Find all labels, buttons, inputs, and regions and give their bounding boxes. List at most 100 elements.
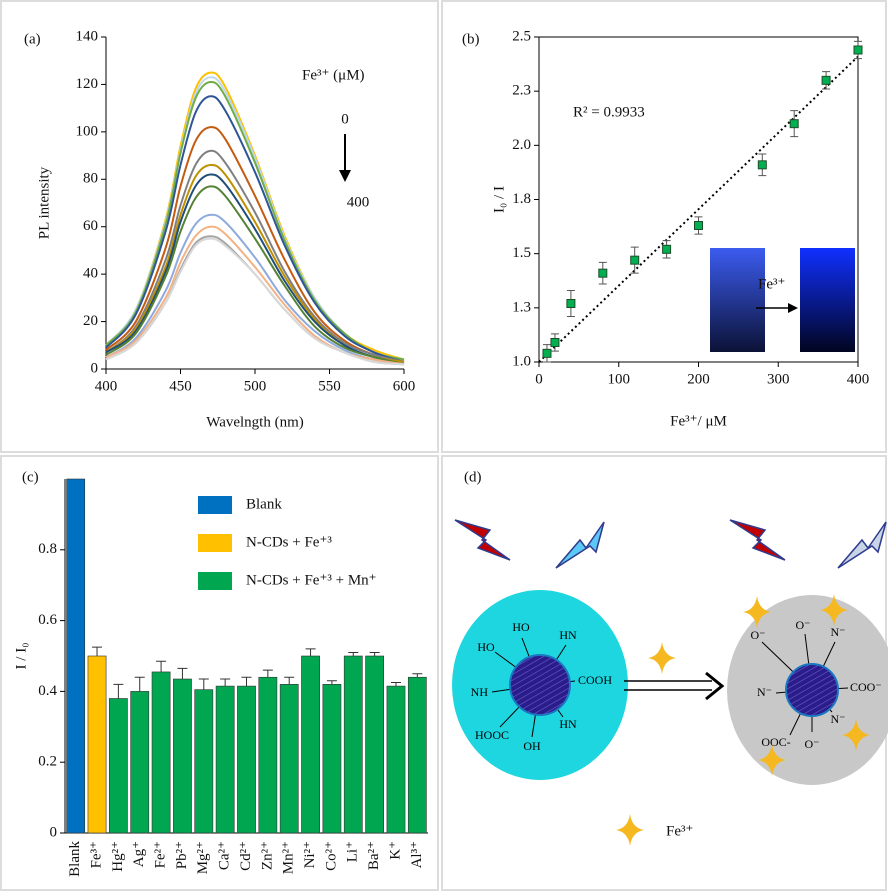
spectrum-line <box>105 213 405 366</box>
data-point <box>821 75 831 85</box>
y-tick-label: 0.8 <box>38 541 57 557</box>
bar <box>173 678 192 834</box>
group-label: O⁻ <box>751 628 766 642</box>
group-label: HOOC <box>475 728 509 742</box>
spectrum-line <box>105 173 405 366</box>
bar <box>301 655 320 834</box>
group-label: O⁻ <box>796 618 811 632</box>
y-tick-label: 60 <box>83 218 98 234</box>
y-tick-label: 0 <box>50 824 58 840</box>
data-point <box>662 244 672 254</box>
legend-swatch <box>198 572 232 590</box>
panel-label: (b) <box>462 31 480 47</box>
data-point <box>566 299 576 308</box>
x-tick-label: Ba²⁺ <box>366 841 382 870</box>
bar <box>194 689 214 834</box>
x-tick-label: 600 <box>393 378 416 394</box>
x-axis-label: Wavelngth (nm) <box>206 414 304 430</box>
x-tick-label: 200 <box>687 371 710 387</box>
bar <box>151 671 171 834</box>
bar <box>66 478 86 834</box>
data-point <box>757 160 767 170</box>
arrow <box>756 303 798 313</box>
data-point <box>789 119 799 129</box>
x-tick-label: 400 <box>95 378 118 394</box>
arrow <box>339 134 351 182</box>
data-point <box>550 338 560 347</box>
spectrum-line <box>105 185 405 366</box>
legend-label: N-CDs + Fe⁺³ <box>246 534 332 550</box>
x-tick-label: Li⁺ <box>345 841 361 862</box>
x-tick-label: Blank <box>67 841 83 877</box>
group-label: HO <box>512 620 530 634</box>
bar <box>279 684 299 834</box>
y-tick-label: 1.8 <box>512 191 531 207</box>
group-label: O⁻ <box>805 737 820 751</box>
data-point <box>598 268 608 278</box>
y-tick-label: 1.5 <box>512 245 531 261</box>
y-tick-label: 120 <box>76 76 99 92</box>
error-bar <box>156 660 167 672</box>
x-tick-label: 550 <box>318 378 341 394</box>
error-bar <box>177 667 188 680</box>
y-tick-label: 100 <box>76 123 99 139</box>
trendline <box>538 55 859 363</box>
x-tick-label: Fe²⁺ <box>153 841 169 868</box>
group-label: N⁻ <box>831 712 846 726</box>
y-axis-label: PL intensity <box>36 166 52 239</box>
error-bar <box>241 676 252 687</box>
x-tick-label: 100 <box>608 371 631 387</box>
error-bar <box>262 669 273 678</box>
data-point <box>630 255 640 265</box>
y-tick-label: 0.2 <box>38 754 57 770</box>
annotation: R² = 0.9933 <box>573 104 645 120</box>
y-tick-label: 0.6 <box>38 612 57 628</box>
error-bar <box>412 673 423 678</box>
inset-photo <box>800 248 855 352</box>
inset-photo <box>710 248 765 352</box>
x-tick-label: Ni²⁺ <box>302 841 318 868</box>
group-label: OOC- <box>761 735 790 749</box>
reaction-arrow <box>624 671 725 701</box>
bar <box>237 685 256 834</box>
x-tick-label: K⁺ <box>387 841 403 860</box>
x-tick-label: 500 <box>244 378 267 394</box>
y-axis-label: I / I₀ <box>13 643 29 670</box>
y-tick-label: 2.5 <box>512 28 531 44</box>
x-tick-label: Mn²⁺ <box>281 841 297 874</box>
spectrum-line <box>105 237 405 366</box>
x-tick-label: Hg²⁺ <box>110 841 126 872</box>
x-tick-label: Al³⁺ <box>409 841 425 868</box>
x-tick-label: 300 <box>767 371 790 387</box>
x-tick-label: Fe³⁺ <box>88 841 104 868</box>
error-bar <box>369 651 380 656</box>
x-tick-label: 450 <box>169 378 192 394</box>
error-bar <box>390 682 401 687</box>
core <box>509 654 571 716</box>
x-tick-label: 400 <box>847 371 870 387</box>
data-point <box>694 221 703 230</box>
group-label: N⁻ <box>757 685 772 699</box>
y-tick-label: 140 <box>76 28 99 44</box>
spectrum-line <box>105 126 405 363</box>
bar <box>87 655 107 834</box>
error-bar <box>134 676 145 692</box>
legend-label: Blank <box>246 496 282 512</box>
spectrum-line <box>105 149 405 363</box>
bar <box>130 691 150 834</box>
bar <box>386 685 406 834</box>
x-tick-label: Zn²⁺ <box>259 841 275 870</box>
group-label: OH <box>523 739 541 753</box>
legend-swatch <box>198 496 232 514</box>
legend-label: Fe³⁺ <box>666 823 693 839</box>
error-bar <box>284 676 295 685</box>
error-bar <box>113 683 124 699</box>
core <box>785 663 839 717</box>
legend-swatch <box>198 534 232 552</box>
annotation: 400 <box>347 194 370 210</box>
bar <box>258 676 278 834</box>
y-tick-label: 40 <box>83 266 98 282</box>
error-bar <box>92 646 103 656</box>
y-tick-label: 80 <box>83 171 98 187</box>
